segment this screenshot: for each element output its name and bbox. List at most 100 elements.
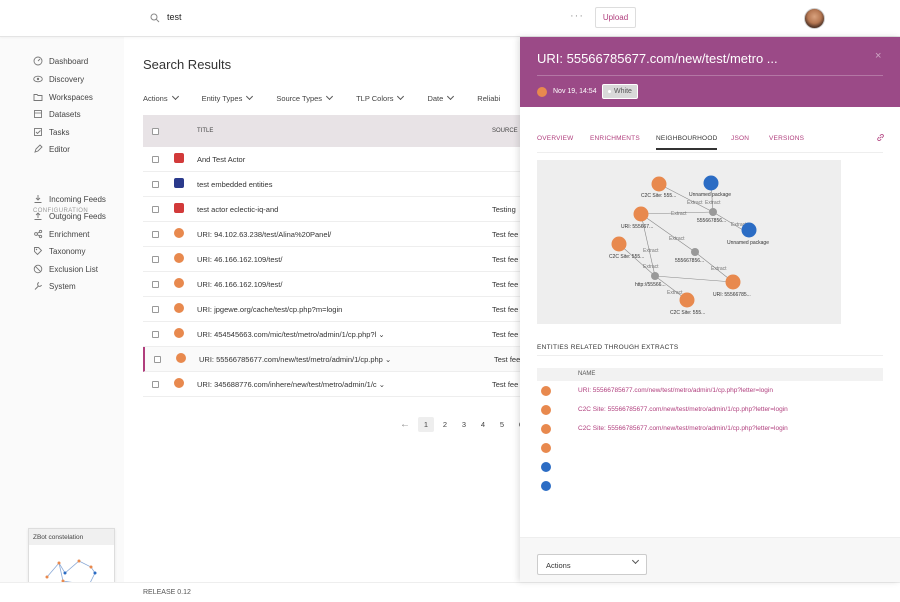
- table-row[interactable]: URI: jpgewe.org/cache/test/cp.php?m=logi…: [143, 297, 520, 322]
- sidebar-item-tasks[interactable]: Tasks: [33, 125, 69, 139]
- graph-node-small[interactable]: [691, 248, 699, 256]
- graph-node-uri[interactable]: [725, 274, 741, 290]
- sidebar-item-dashboard[interactable]: Dashboard: [33, 54, 88, 68]
- table-row[interactable]: test embedded entities: [143, 172, 520, 197]
- sidebar: Dashboard Discovery Workspaces Datasets …: [0, 37, 124, 582]
- related-row[interactable]: URI: 55566785677.com/new/test/metro/admi…: [537, 382, 883, 400]
- row-checkbox[interactable]: [152, 331, 159, 338]
- row-checkbox[interactable]: [152, 306, 159, 313]
- tlp-badge[interactable]: White: [602, 84, 638, 99]
- sidebar-item-outgoing-feeds[interactable]: Outgoing Feeds: [33, 209, 106, 223]
- table-row[interactable]: URI: 454545663.com/mic/test/metro/admin/…: [143, 322, 520, 347]
- close-icon[interactable]: ×: [875, 50, 882, 62]
- page-1[interactable]: 1: [418, 417, 434, 432]
- sidebar-item-datasets[interactable]: Datasets: [33, 107, 81, 121]
- edge-label: Extract: [667, 290, 683, 296]
- tab-enrichments[interactable]: ENRICHMENTS: [590, 135, 640, 142]
- page-2[interactable]: 2: [442, 420, 448, 429]
- sidebar-item-incoming-feeds[interactable]: Incoming Feeds: [33, 192, 106, 206]
- graph-node-small[interactable]: [651, 272, 659, 280]
- row-checkbox[interactable]: [152, 381, 159, 388]
- related-row[interactable]: [537, 477, 883, 495]
- sidebar-item-taxonomy[interactable]: Taxonomy: [33, 244, 85, 258]
- row-checkbox[interactable]: [152, 156, 159, 163]
- edge-label: Extract: [687, 200, 703, 206]
- tab-versions[interactable]: VERSIONS: [769, 135, 805, 142]
- filter-reliability[interactable]: Reliabi: [477, 92, 500, 104]
- graph-node-label: 555667856...: [697, 218, 726, 224]
- uri-icon: [174, 228, 184, 238]
- package-icon: [174, 178, 184, 188]
- related-row[interactable]: C2C Site: 55566785677.com/new/test/metro…: [537, 401, 883, 419]
- row-checkbox[interactable]: [152, 231, 159, 238]
- graph-node-uri[interactable]: [679, 292, 695, 308]
- prev-page-arrow-icon[interactable]: ←: [400, 419, 410, 430]
- column-header-source[interactable]: SOURCE: [492, 128, 518, 134]
- graph-node-uri[interactable]: [633, 206, 649, 222]
- filter-source-types[interactable]: Source Types: [276, 92, 334, 104]
- row-title: URI: 46.166.162.109/test/: [197, 255, 283, 264]
- table-row[interactable]: And Test Actor: [143, 147, 520, 172]
- edge-label: Extract: [671, 211, 687, 217]
- graph-node-package[interactable]: [741, 222, 757, 238]
- graph-node-label: C2C Site: 555...: [609, 254, 644, 260]
- link-icon[interactable]: [876, 133, 885, 142]
- row-title: test embedded entities: [197, 180, 273, 189]
- tab-json[interactable]: JSON: [731, 135, 750, 142]
- related-link[interactable]: C2C Site: 55566785677.com/new/test/metro…: [578, 406, 788, 413]
- chevron-down-icon: [326, 92, 334, 101]
- related-row[interactable]: [537, 439, 883, 457]
- sidebar-item-enrichment[interactable]: Enrichment: [33, 227, 89, 241]
- tab-overview[interactable]: OVERVIEW: [537, 135, 574, 142]
- sidebar-item-exclusion-list[interactable]: Exclusion List: [33, 262, 98, 276]
- row-checkbox[interactable]: [152, 281, 159, 288]
- uri-icon: [541, 443, 551, 453]
- table-row[interactable]: URI: 94.102.63.238/test/Alina%20Panel/ T…: [143, 222, 520, 247]
- table-row-selected[interactable]: URI: 55566785677.com/new/test/metro/admi…: [143, 347, 520, 372]
- panel-header: URI: 55566785677.com/new/test/metro ... …: [520, 37, 900, 107]
- graph-node-small[interactable]: [709, 208, 717, 216]
- actions-dropdown[interactable]: Actions: [537, 554, 647, 575]
- related-row[interactable]: C2C Site: 55566785677.com/new/test/metro…: [537, 420, 883, 438]
- column-header-title[interactable]: TITLE: [197, 128, 214, 134]
- more-menu-button[interactable]: ···: [570, 10, 584, 22]
- upload-button[interactable]: Upload: [595, 7, 636, 28]
- page-5[interactable]: 5: [499, 420, 505, 429]
- page-title: Search Results: [143, 57, 232, 72]
- related-link[interactable]: C2C Site: 55566785677.com/new/test/metro…: [578, 425, 788, 432]
- neighbourhood-graph[interactable]: Extract Extract Extract Extract Extract …: [537, 160, 841, 324]
- related-link[interactable]: URI: 55566785677.com/new/test/metro/admi…: [578, 387, 773, 394]
- row-checkbox[interactable]: [152, 256, 159, 263]
- page-4[interactable]: 4: [480, 420, 486, 429]
- graph-node-package[interactable]: [703, 175, 719, 191]
- graph-node-uri[interactable]: [611, 236, 627, 252]
- select-all-checkbox[interactable]: [152, 128, 159, 135]
- search-input[interactable]: [167, 12, 367, 22]
- table-row[interactable]: URI: 46.166.162.109/test/ Test fee: [143, 247, 520, 272]
- avatar[interactable]: [804, 8, 825, 29]
- table-row[interactable]: URI: 46.166.162.109/test/ Test fee: [143, 272, 520, 297]
- graph-node-uri[interactable]: [651, 176, 667, 192]
- filter-actions[interactable]: Actions: [143, 92, 179, 104]
- filter-tlp-colors[interactable]: TLP Colors: [356, 92, 405, 104]
- related-row[interactable]: [537, 458, 883, 476]
- row-checkbox[interactable]: [154, 356, 161, 363]
- row-source: Test fee: [492, 305, 519, 314]
- page-3[interactable]: 3: [461, 420, 467, 429]
- sidebar-item-workspaces[interactable]: Workspaces: [33, 90, 93, 104]
- table-row[interactable]: URI: 345688776.com/inhere/new/test/metro…: [143, 372, 520, 397]
- sidebar-item-discovery[interactable]: Discovery: [33, 72, 84, 86]
- filter-date[interactable]: Date: [427, 92, 455, 104]
- row-checkbox[interactable]: [152, 206, 159, 213]
- sidebar-item-system[interactable]: System: [33, 279, 76, 293]
- filter-label: Reliabi: [477, 93, 501, 103]
- chevron-down-icon: [171, 92, 179, 101]
- filter-label: Date: [427, 93, 444, 103]
- sidebar-item-label: Tasks: [49, 127, 70, 137]
- filter-entity-types[interactable]: Entity Types: [202, 92, 254, 104]
- tab-neighbourhood[interactable]: NEIGHBOURHOOD: [656, 135, 718, 150]
- sidebar-item-editor[interactable]: Editor: [33, 142, 70, 156]
- entity-date: Nov 19, 14:54: [553, 88, 597, 95]
- table-row[interactable]: test actor eclectic-iq-and Testing: [143, 197, 520, 222]
- row-checkbox[interactable]: [152, 181, 159, 188]
